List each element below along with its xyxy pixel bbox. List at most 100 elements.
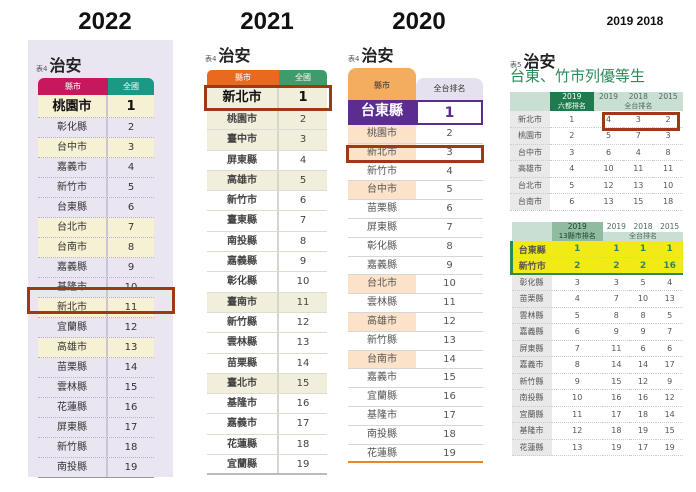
county-name: 南投縣: [207, 231, 279, 252]
table-caption: 表4 治安: [348, 42, 393, 66]
col-header-rank: 全台排名: [416, 78, 483, 100]
table-row-highlighted: 新北市 3: [348, 143, 483, 163]
rank-value: 1: [298, 90, 308, 105]
rank-value: 1: [416, 100, 483, 125]
rank-2018: 7: [623, 127, 654, 145]
local-rank: 2: [551, 257, 604, 275]
rank-value: 15: [124, 382, 138, 393]
rank-value: 14: [443, 353, 456, 365]
rank-value: 9: [127, 262, 135, 273]
table-caption: 表4 治安: [205, 42, 250, 66]
rank-value: 13: [443, 334, 456, 346]
col-header-national-rank: 全台排名: [593, 102, 683, 111]
table-row: 屏東縣 4: [207, 150, 327, 171]
table-row: 花蓮縣 16: [38, 398, 154, 418]
table-2019-panel: 表5 治安 台東、竹市列優等生 2019 2019 2018 2015 六都排名…: [508, 40, 693, 470]
county-name: 雲林縣: [511, 307, 552, 324]
rank-2015: 12: [656, 389, 683, 407]
rank-2015: 11: [653, 160, 683, 178]
rank-2019: 9: [603, 323, 630, 341]
rank-2018: 6: [629, 340, 657, 357]
rank-2018: 18: [629, 406, 657, 423]
col-header-county: 縣市: [207, 70, 279, 86]
county-name: 花蓮縣: [38, 398, 108, 417]
col-header-year: 2019: [606, 222, 626, 231]
county-name: 桃園市: [510, 127, 550, 145]
table-row: 新竹市 4: [348, 163, 483, 182]
table-header: 縣市 全國: [207, 70, 327, 86]
table-row: 台南市 14: [348, 350, 483, 370]
table-row-highlighted: 新北市 1 4 3 2: [510, 111, 683, 128]
county-name: 花蓮縣: [511, 439, 552, 456]
col-header-year: 2018: [633, 222, 653, 231]
table-row: 台北市 7: [38, 218, 154, 238]
county-name: 高雄市: [510, 160, 550, 178]
county-name: 新北市: [207, 86, 279, 109]
table-row: 台中市 3: [38, 138, 154, 158]
local-rank: 13: [551, 439, 604, 456]
local-rank: 6: [550, 193, 594, 211]
rank-value: 14: [296, 357, 310, 369]
rank-2015: 7: [656, 323, 683, 341]
table-row: 彰化縣 8: [348, 238, 483, 257]
table-row: 臺中市 3: [207, 130, 327, 151]
table-row: 新竹市 5: [38, 178, 154, 198]
rank-value: 13: [296, 337, 310, 349]
rank-2015: 13: [656, 290, 683, 308]
local-rank: 3: [550, 144, 594, 161]
rank-value: 4: [127, 162, 135, 173]
county-name: 台東縣: [38, 198, 108, 217]
county-name: 苗栗縣: [38, 358, 108, 377]
table-row: 嘉義縣 9: [207, 252, 327, 273]
col-header-national-rank: 全台排名: [603, 232, 683, 241]
rank-value: 12: [443, 315, 456, 327]
table-row: 嘉義縣 6 9 9 7: [511, 323, 683, 341]
rank-2019: 10: [593, 160, 624, 178]
col-header-year: 2019: [593, 92, 624, 102]
table-title: 治安: [523, 52, 556, 71]
table-row: 基隆市 16: [207, 394, 327, 415]
county-name: 屏東縣: [207, 150, 279, 170]
table-caption: 表5 治安: [510, 48, 555, 72]
table-row: 屏東縣 7 11 6 6: [511, 340, 683, 357]
rank-value: 7: [127, 222, 135, 233]
table-body: 新北市 1 桃園市 2 臺中市 3 屏東縣 4 高雄市 5 新竹市 6 臺東縣 7 南投縣 8 …: [207, 86, 327, 476]
rank-value: 18: [296, 438, 310, 450]
col-header-county: 縣市: [38, 78, 108, 95]
rank-value: 2: [299, 114, 307, 125]
table-2022-panel: 表4 治安 縣市 全國 桃園市 1 彰化縣 2 台中市 3 嘉義市 4 新竹市 5 台東縣…: [28, 40, 173, 478]
rank-value: 15: [296, 377, 310, 389]
rank-2015: 2: [653, 111, 683, 128]
col-header-rank: 全國: [279, 70, 327, 86]
rank-value: 10: [296, 276, 310, 288]
table-row-top: 台東縣 1 1 1 1: [510, 241, 683, 258]
county-name: 基隆市: [38, 278, 108, 297]
rank-2018: 16: [629, 389, 657, 407]
table-row: 嘉義市 8 14 14 17: [511, 356, 683, 374]
county-name: 高雄市: [348, 312, 416, 331]
rank-2019: 6: [593, 144, 624, 161]
rank-value: 11: [443, 297, 456, 309]
table-row: 嘉義市 15: [348, 369, 483, 389]
table-row: 嘉義縣 9: [348, 257, 483, 276]
table-number: 表4: [36, 65, 48, 73]
rank-value: 13: [124, 342, 138, 353]
table-number: 表5: [510, 61, 522, 69]
rank-2015: 14: [656, 406, 683, 423]
rank-value: 8: [446, 240, 453, 252]
county-name: 高雄市: [207, 170, 279, 191]
county-name: 雲林縣: [38, 378, 108, 397]
county-name: 彰化縣: [207, 272, 279, 292]
table-row: 南投縣 19: [38, 458, 154, 478]
col-header-year: 2018: [623, 92, 654, 102]
rank-2019: 3: [603, 274, 630, 291]
table-row: 台南市 6 13 15 18: [510, 193, 683, 211]
rank-value: 11: [124, 302, 138, 313]
table-row-highlighted: 新北市 11: [38, 298, 154, 318]
county-name: 嘉義縣: [207, 252, 279, 272]
rank-2015: 1: [656, 241, 683, 258]
rank-value: 7: [446, 221, 453, 233]
county-name: 雲林縣: [367, 297, 397, 309]
county-name: 新北市: [348, 143, 416, 162]
table-2020-panel: 表4 治安 縣市 全台排名 台東縣 1 桃園市 2 新北市 3 新竹市 4 台中市 5 苗…: [345, 40, 495, 480]
